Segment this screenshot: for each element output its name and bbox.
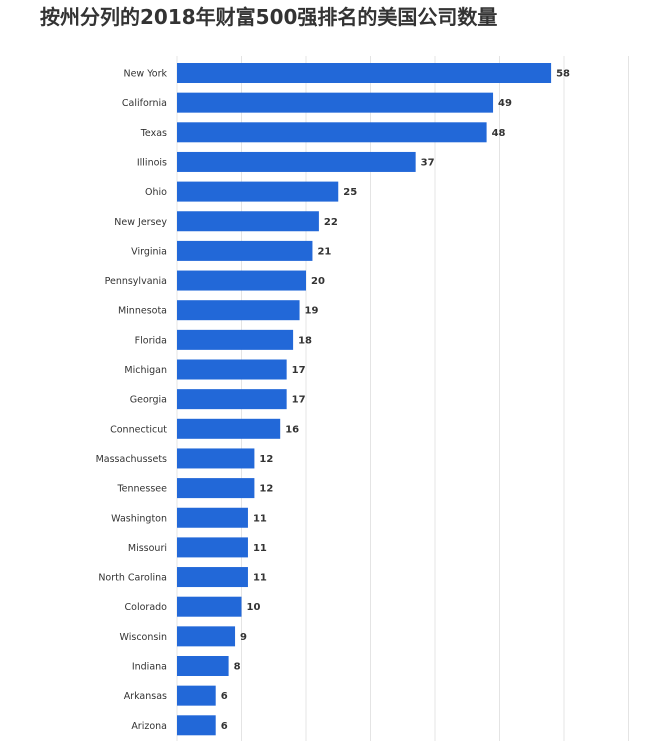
bar bbox=[177, 359, 287, 380]
value-label: 25 bbox=[343, 187, 357, 198]
value-label: 18 bbox=[298, 335, 312, 346]
bar bbox=[177, 567, 248, 588]
bar bbox=[177, 389, 287, 410]
category-label: Indiana bbox=[132, 662, 167, 673]
value-label: 22 bbox=[324, 217, 338, 228]
category-label: Connecticut bbox=[110, 424, 167, 435]
category-label: Massachussets bbox=[96, 454, 167, 465]
value-label: 6 bbox=[221, 691, 228, 702]
value-label: 9 bbox=[240, 632, 247, 643]
bar bbox=[177, 270, 306, 291]
value-label: 21 bbox=[317, 246, 331, 257]
category-label: Arizona bbox=[131, 721, 167, 732]
category-label: North Carolina bbox=[98, 573, 167, 584]
bar bbox=[177, 92, 494, 113]
bar bbox=[177, 596, 242, 617]
category-label: Virginia bbox=[131, 246, 167, 257]
category-label: Michigan bbox=[124, 365, 167, 376]
bar bbox=[177, 478, 255, 499]
bar bbox=[177, 715, 216, 736]
category-label: California bbox=[122, 98, 167, 109]
category-label: Tennessee bbox=[116, 484, 167, 495]
chart-title: 按州分列的2018年财富500强排名的美国公司数量 bbox=[40, 5, 498, 29]
category-label: Illinois bbox=[137, 157, 167, 168]
category-label: Ohio bbox=[145, 187, 167, 198]
bar bbox=[177, 418, 281, 439]
value-label: 8 bbox=[234, 662, 241, 673]
category-label: Wisconsin bbox=[120, 632, 167, 643]
bar bbox=[177, 151, 416, 172]
category-label: Texas bbox=[140, 128, 167, 139]
value-label: 17 bbox=[292, 395, 306, 406]
value-label: 10 bbox=[247, 602, 261, 613]
value-label: 17 bbox=[292, 365, 306, 376]
category-label: New York bbox=[123, 69, 167, 80]
bar bbox=[177, 181, 339, 202]
category-label: Minnesota bbox=[118, 306, 167, 317]
value-label: 37 bbox=[421, 157, 435, 168]
bar bbox=[177, 537, 248, 558]
bar bbox=[177, 122, 487, 143]
value-label: 6 bbox=[221, 721, 228, 732]
bar bbox=[177, 329, 294, 350]
value-label: 20 bbox=[311, 276, 325, 287]
bar bbox=[177, 300, 300, 321]
bar bbox=[177, 448, 255, 469]
category-label: Georgia bbox=[130, 395, 167, 406]
category-label: Pennsylvania bbox=[105, 276, 167, 287]
category-label: Washington bbox=[111, 513, 167, 524]
value-label: 58 bbox=[556, 69, 570, 80]
bar bbox=[177, 240, 313, 261]
value-label: 19 bbox=[305, 306, 319, 317]
bar bbox=[177, 626, 236, 647]
bar bbox=[177, 211, 319, 232]
bar bbox=[177, 656, 229, 676]
bar bbox=[177, 507, 248, 528]
category-label: Missouri bbox=[128, 543, 167, 554]
value-label: 12 bbox=[259, 454, 273, 465]
bar bbox=[177, 63, 552, 83]
category-label: Florida bbox=[135, 335, 167, 346]
value-label: 11 bbox=[253, 543, 267, 554]
bar bbox=[177, 685, 216, 706]
category-label: Arkansas bbox=[124, 691, 167, 702]
value-label: 48 bbox=[492, 128, 506, 139]
category-label: Colorado bbox=[125, 602, 168, 613]
value-label: 11 bbox=[253, 573, 267, 584]
value-label: 49 bbox=[498, 98, 512, 109]
value-label: 11 bbox=[253, 513, 267, 524]
category-label: New Jersey bbox=[114, 217, 167, 228]
value-label: 12 bbox=[259, 484, 273, 495]
value-label: 16 bbox=[285, 424, 299, 435]
